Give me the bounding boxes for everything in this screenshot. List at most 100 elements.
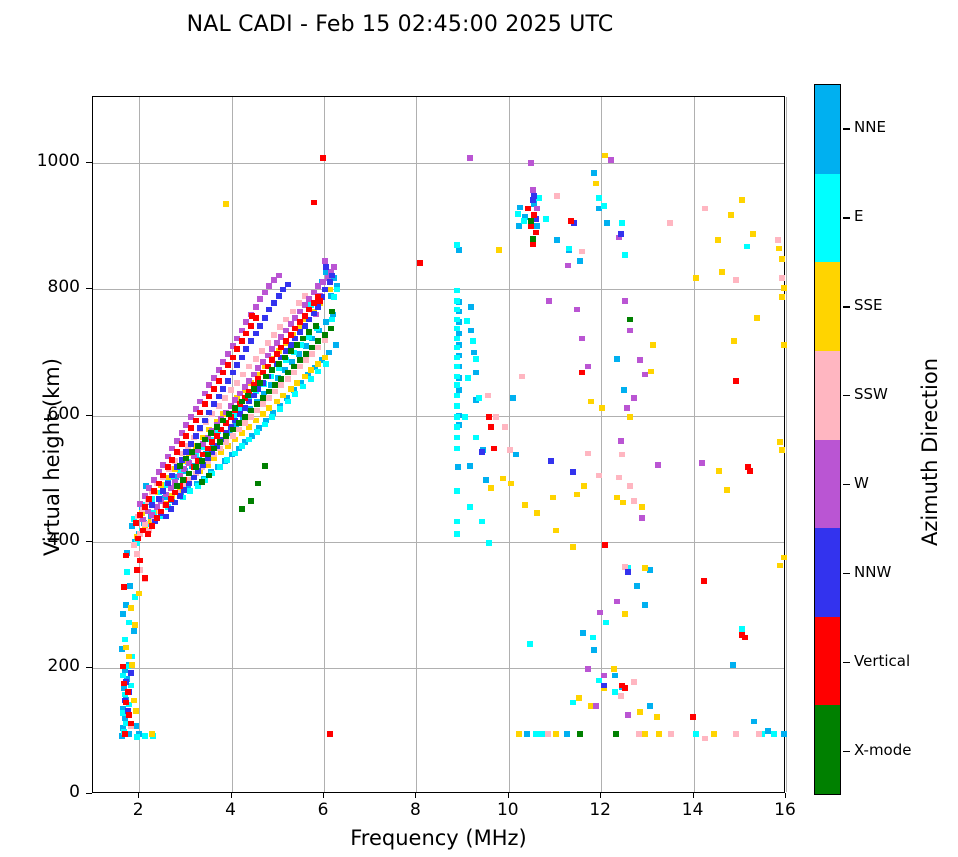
data-point [454, 403, 461, 409]
gridline-horizontal [93, 163, 784, 165]
data-point [178, 441, 185, 447]
data-point [711, 731, 718, 737]
data-point [123, 552, 130, 559]
data-point [612, 731, 619, 737]
data-point [318, 294, 325, 300]
data-point [300, 335, 307, 342]
x-tick [323, 793, 324, 798]
data-point [186, 477, 193, 483]
data-point [780, 285, 787, 291]
data-point [306, 316, 313, 323]
data-point [237, 405, 244, 411]
y-tick-label: 600 [47, 403, 80, 424]
data-point [612, 688, 619, 695]
data-point [241, 420, 248, 426]
colorbar-segment-w[interactable] [815, 439, 840, 529]
data-point [126, 583, 133, 589]
colorbar-segment-x-mode[interactable] [815, 705, 840, 794]
gridline-vertical [786, 97, 787, 792]
data-point [780, 731, 787, 737]
data-point [192, 464, 199, 471]
data-point [127, 720, 134, 727]
data-point [141, 733, 148, 739]
data-point [533, 223, 540, 230]
data-point [626, 316, 633, 323]
colorbar-segment-e[interactable] [815, 173, 840, 263]
data-point [126, 619, 133, 626]
data-point [289, 308, 296, 315]
y-tick [86, 540, 92, 542]
data-point [296, 363, 303, 370]
colorbar-segment-sse[interactable] [815, 262, 840, 351]
data-point [608, 157, 615, 163]
data-point [454, 373, 461, 380]
data-point [579, 630, 586, 636]
plot-area[interactable] [92, 96, 787, 793]
data-point [315, 294, 322, 300]
data-point [270, 410, 277, 416]
data-point [331, 294, 338, 300]
data-point [172, 489, 179, 496]
colorbar-segment-vertical[interactable] [815, 616, 840, 706]
data-point [206, 472, 213, 479]
data-point [689, 714, 696, 720]
data-point [198, 478, 205, 485]
data-point [252, 417, 259, 424]
data-point [517, 204, 524, 211]
data-point [226, 430, 233, 437]
data-point [612, 672, 619, 679]
data-point [229, 354, 236, 361]
data-point [479, 518, 485, 525]
colorbar-segment-nnw[interactable] [815, 528, 840, 617]
colorbar-segment-ssw[interactable] [815, 350, 840, 440]
data-point [454, 382, 461, 389]
data-point [164, 453, 171, 460]
data-layer [93, 97, 787, 792]
data-point [315, 304, 322, 310]
data-point [500, 475, 507, 482]
data-point [150, 477, 157, 483]
data-point [284, 376, 291, 382]
data-point [271, 331, 278, 338]
data-point [126, 653, 133, 660]
data-point [226, 411, 233, 418]
x-tick-label: 16 [774, 800, 796, 820]
data-point [201, 477, 208, 483]
page-title: NAL CADI - Feb 15 02:45:00 2025 UTC [186, 12, 614, 37]
data-point [199, 451, 206, 458]
data-point [266, 388, 273, 395]
data-point [255, 371, 262, 378]
data-point [123, 720, 130, 727]
data-point [143, 483, 150, 490]
data-point [454, 488, 461, 495]
data-point [631, 395, 638, 401]
data-point [238, 327, 245, 334]
data-point [600, 682, 607, 689]
data-point [564, 262, 571, 269]
data-point [723, 487, 730, 493]
data-point [141, 575, 148, 582]
data-point [698, 460, 705, 466]
data-point [152, 518, 159, 525]
data-point [130, 542, 137, 548]
data-point [174, 449, 181, 455]
data-point [131, 594, 138, 601]
data-point [215, 378, 222, 384]
data-point [267, 382, 274, 389]
data-point [164, 464, 171, 471]
gridline-horizontal [93, 415, 784, 417]
data-point [130, 516, 137, 522]
data-point [176, 472, 183, 479]
data-point [417, 260, 424, 266]
data-point [636, 731, 643, 737]
data-point [284, 398, 291, 405]
colorbar[interactable] [814, 84, 841, 795]
data-point [502, 424, 509, 430]
data-point [580, 483, 587, 490]
colorbar-segment-nne[interactable] [815, 85, 840, 174]
data-point [137, 501, 144, 507]
data-point [454, 392, 461, 399]
colorbar-label-nnw: NNW [854, 562, 892, 581]
data-point [532, 731, 539, 737]
data-point [213, 424, 220, 430]
